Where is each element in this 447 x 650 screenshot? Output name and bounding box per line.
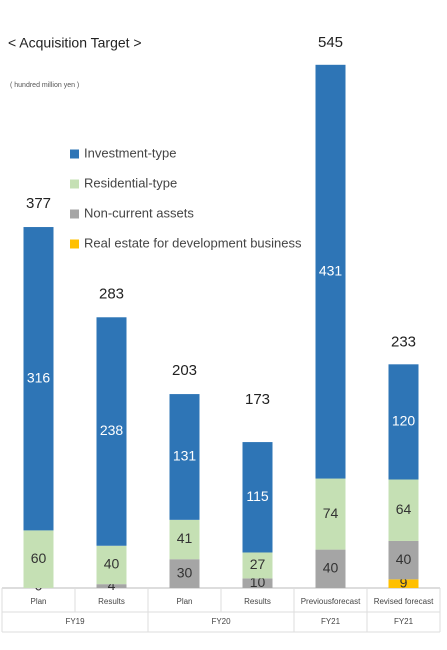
bar-segment xyxy=(169,394,200,520)
legend-swatch xyxy=(70,209,79,219)
value-label: 238 xyxy=(100,422,124,438)
bar-segment xyxy=(315,64,346,479)
bar-segment xyxy=(242,552,273,579)
value-label: 4 xyxy=(108,577,116,593)
legend-label: Residential-type xyxy=(84,175,177,190)
total-label: 377 xyxy=(26,195,51,212)
bar-segment xyxy=(388,364,419,480)
value-label: 41 xyxy=(177,530,193,546)
total-label: 545 xyxy=(318,34,343,51)
group-label: FY21 xyxy=(394,617,414,626)
x-tick-label: Plan xyxy=(176,597,192,606)
bar-segment xyxy=(169,559,200,588)
legend-swatch xyxy=(70,179,79,189)
value-label: 40 xyxy=(396,551,412,567)
bar-segment xyxy=(315,549,346,588)
bar-segment xyxy=(169,519,200,560)
x-tick-label: Previousforecast xyxy=(301,597,361,606)
value-label: 431 xyxy=(319,262,343,278)
legend-label: Non-current assets xyxy=(84,205,194,220)
x-tick-label: Results xyxy=(98,597,125,606)
chart-subtitle: ( hundred million yen ) xyxy=(10,82,79,89)
legend-label: Real estate for development business xyxy=(84,235,302,250)
value-label: 74 xyxy=(323,505,339,521)
bar-segment xyxy=(23,530,54,588)
bar-segment xyxy=(388,540,419,580)
bar-segment xyxy=(96,584,127,588)
bar-segment xyxy=(242,578,273,588)
bar-segment xyxy=(23,227,54,531)
bar-segment xyxy=(96,317,127,546)
legend-label: Investment-type xyxy=(84,145,177,160)
value-label: 64 xyxy=(396,501,412,517)
value-label: 120 xyxy=(392,413,416,429)
group-label: FY19 xyxy=(65,617,85,626)
value-label: 40 xyxy=(323,560,339,576)
total-label: 173 xyxy=(245,391,270,408)
value-label: 40 xyxy=(104,556,120,572)
value-label: 115 xyxy=(246,488,269,504)
bar-segment xyxy=(96,545,127,585)
legend-swatch xyxy=(70,239,79,249)
bar-segment xyxy=(388,479,419,541)
group-label: FY21 xyxy=(321,617,341,626)
total-label: 233 xyxy=(391,333,416,350)
total-label: 203 xyxy=(172,362,197,379)
legend-swatch xyxy=(70,149,79,159)
x-tick-label: Revised forecast xyxy=(374,597,434,606)
bar-segment xyxy=(315,478,346,550)
value-label: 60 xyxy=(31,550,47,566)
chart-title: < Acquisition Target > xyxy=(8,35,142,51)
value-label: 30 xyxy=(177,564,193,580)
bar-segment xyxy=(388,579,419,588)
x-tick-label: Plan xyxy=(30,597,46,606)
value-label: 316 xyxy=(27,369,51,385)
total-label: 283 xyxy=(99,285,124,302)
value-label: 9 xyxy=(400,574,408,590)
value-label: 131 xyxy=(173,448,197,464)
bar-segment xyxy=(242,442,273,553)
x-tick-label: Results xyxy=(244,597,271,606)
value-label: 27 xyxy=(250,556,266,572)
group-label: FY20 xyxy=(211,617,231,626)
